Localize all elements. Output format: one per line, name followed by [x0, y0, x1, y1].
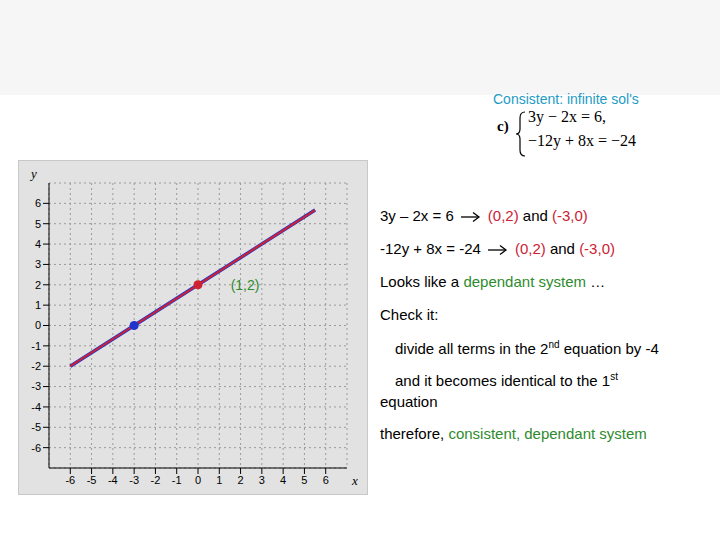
- svg-text:(1,2): (1,2): [231, 277, 260, 293]
- svg-text:-1: -1: [172, 474, 182, 486]
- svg-text:1: 1: [35, 299, 41, 311]
- svg-text:5: 5: [301, 474, 307, 486]
- html-text:(0,2) and (-3,0): (0,2) and (-3,0): [487, 207, 588, 224]
- svg-text:5: 5: [35, 218, 41, 230]
- svg-text:-6: -6: [31, 442, 41, 454]
- html-text:Consistent: infinite sol's: Consistent: infinite sol's: [493, 91, 639, 107]
- svg-text:y: y: [29, 166, 37, 181]
- svg-text:6: 6: [323, 474, 329, 486]
- svg-text:0: 0: [35, 319, 41, 331]
- html-text:−12y + 8x = −24: −12y + 8x = −24: [528, 132, 637, 149]
- html-text:equation: equation: [380, 393, 438, 410]
- html-text:therefore, consistent, dependa: therefore, consistent, dependant system: [380, 425, 647, 442]
- svg-text:2: 2: [35, 279, 41, 291]
- svg-text:-4: -4: [108, 474, 118, 486]
- html-text:Check it:: Check it:: [380, 306, 439, 323]
- html-text:(0,2) and (-3,0): (0,2) and (-3,0): [514, 240, 615, 257]
- svg-text:-5: -5: [31, 421, 41, 433]
- svg-text:-2: -2: [31, 360, 41, 372]
- html-text:Looks like a dependant system: Looks like a dependant system …: [380, 273, 606, 290]
- html-text:c): c): [497, 118, 509, 134]
- svg-text:-4: -4: [31, 401, 41, 413]
- svg-text:1: 1: [216, 474, 222, 486]
- html-text:divide all terms in the 2ndequ: divide all terms in the 2ndequation by -…: [395, 339, 659, 357]
- svg-text:-3: -3: [31, 380, 41, 392]
- svg-text:2: 2: [238, 474, 244, 486]
- svg-text:3: 3: [259, 474, 265, 486]
- svg-text:4: 4: [280, 474, 286, 486]
- svg-text:4: 4: [35, 238, 41, 250]
- html-text:3y − 2x = 6,: 3y − 2x = 6,: [528, 108, 606, 125]
- html-text:-12y + 8x = -24: -12y + 8x = -24: [380, 240, 481, 257]
- svg-text:-6: -6: [65, 474, 75, 486]
- svg-text:3: 3: [35, 258, 41, 270]
- html-text:3y – 2x = 6: 3y – 2x = 6: [380, 207, 454, 224]
- svg-text:-1: -1: [31, 340, 41, 352]
- svg-text:x: x: [351, 473, 358, 488]
- svg-text:6: 6: [35, 197, 41, 209]
- svg-text:-3: -3: [129, 474, 139, 486]
- svg-text:0: 0: [195, 474, 201, 486]
- html-text:and it becomes identical to th: and it becomes identical to the 1st: [395, 371, 618, 389]
- svg-text:-2: -2: [151, 474, 161, 486]
- svg-text:-5: -5: [87, 474, 97, 486]
